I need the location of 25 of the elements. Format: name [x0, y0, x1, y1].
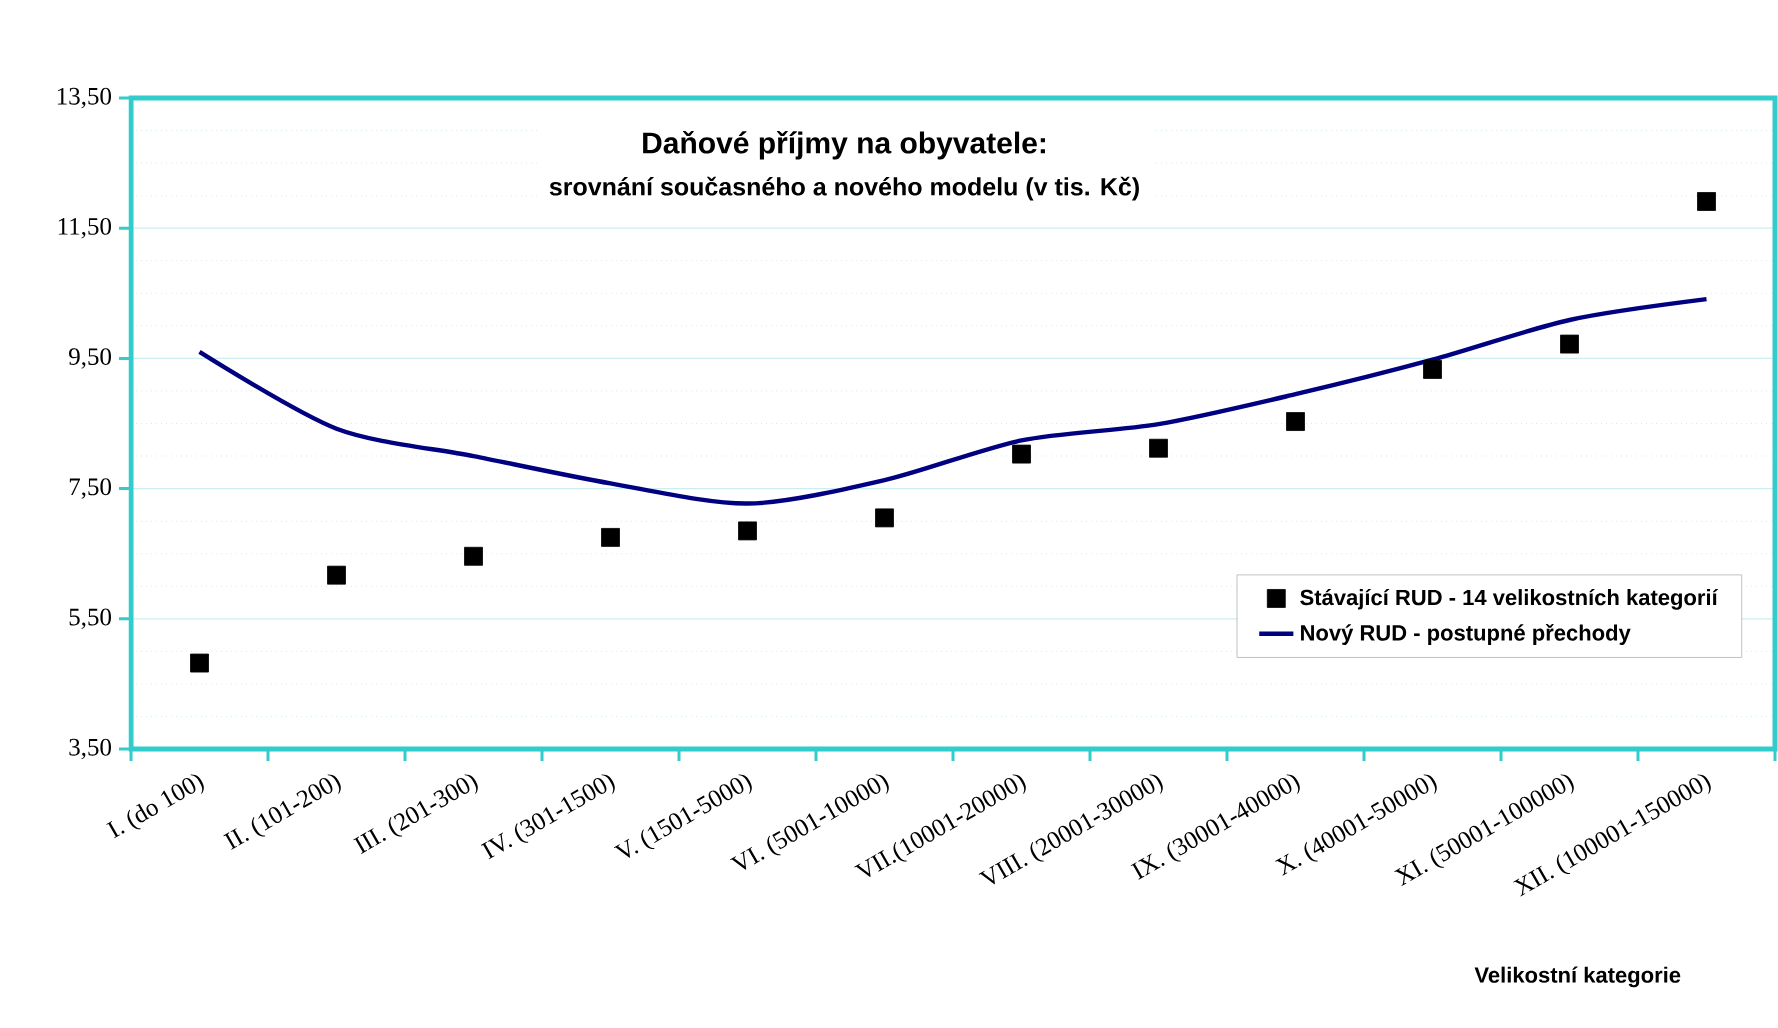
y-tick-label: 9,50 [69, 348, 111, 369]
point [738, 521, 757, 541]
point [1423, 360, 1442, 379]
legend-label: Stávající RUD - 14 velikostních kategorií [1300, 588, 1719, 610]
point [464, 546, 483, 566]
point [1697, 192, 1716, 211]
point [601, 528, 620, 547]
point [875, 508, 894, 528]
x-axis-title: Velikostní kategorie [1474, 966, 1681, 988]
y-tick-label: 7,50 [69, 478, 111, 499]
text: Daňové příjmy na obyvatele: [643, 130, 1045, 160]
x-tick-label: I. (do 100) [106, 774, 204, 839]
y-tick-label: 11,50 [58, 217, 111, 239]
text: srovnání současného a nového modelu (v tis. Kč) [549, 176, 1139, 201]
y-tick-label: 3,50 [69, 738, 111, 760]
y-tick-label: 13,50 [57, 87, 111, 109]
line-series [197, 296, 1709, 506]
point [1149, 438, 1168, 458]
point [190, 653, 209, 673]
point [1560, 334, 1579, 354]
legend-label: Nový RUD - postupné přechody [1301, 624, 1631, 645]
point [1286, 412, 1305, 431]
point [327, 565, 346, 585]
y-tick-label: 5,50 [69, 608, 111, 630]
point [1012, 444, 1031, 464]
